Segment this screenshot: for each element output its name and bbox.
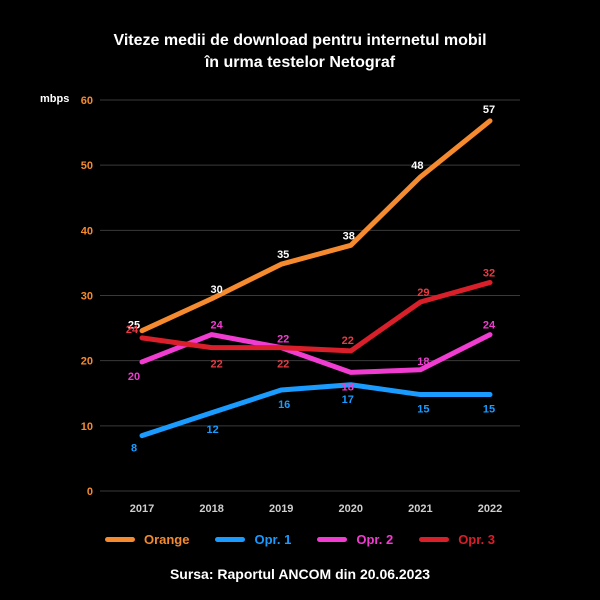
data-label: 38 — [343, 230, 355, 242]
series-line-opr-2 — [139, 332, 493, 375]
data-label: 20 — [128, 371, 140, 383]
data-label: 48 — [411, 160, 423, 172]
data-label: 24 — [210, 320, 223, 332]
legend-item: Opr. 3 — [419, 532, 495, 547]
chart-title-line-1: Viteze medii de download pentru internet… — [113, 32, 487, 49]
data-label: 22 — [277, 359, 289, 371]
x-tick-label: 2019 — [269, 503, 293, 515]
chart-title: Viteze medii de download pentru internet… — [0, 30, 600, 74]
legend-swatch — [317, 537, 348, 542]
y-tick-label: 20 — [81, 356, 93, 368]
y-tick-label: 50 — [81, 160, 93, 172]
data-label: 32 — [483, 267, 495, 279]
data-label: 24 — [483, 320, 496, 332]
data-label: 35 — [277, 249, 289, 261]
data-label: 25 — [128, 320, 140, 332]
y-tick-label: 40 — [81, 225, 93, 237]
y-tick-label: 10 — [81, 421, 93, 433]
y-tick-label: 30 — [81, 291, 93, 303]
x-tick-label: 2018 — [199, 503, 223, 515]
series-line-orange — [139, 118, 493, 334]
x-tick-label: 2022 — [478, 503, 502, 515]
legend-label: Opr. 3 — [458, 532, 496, 547]
legend-swatch — [104, 537, 135, 542]
data-label: 24 — [126, 324, 139, 336]
source-note: Sursa: Raportul ANCOM din 20.06.2023 — [169, 566, 431, 582]
legend-item: Opr. 1 — [215, 532, 291, 547]
chart-legend: Orange Opr. 1 Opr. 2 Opr. 3 — [0, 532, 600, 547]
data-label: 15 — [417, 404, 429, 416]
data-label: 22 — [210, 359, 222, 371]
chart-title-line-2: în urma testelor Netograf — [204, 54, 396, 71]
data-label: 12 — [206, 424, 218, 436]
series-line-opr-1 — [139, 382, 493, 439]
data-label: 8 — [131, 443, 137, 455]
data-label: 15 — [483, 404, 495, 416]
legend-swatch — [215, 537, 246, 542]
legend-label: Opr. 1 — [254, 532, 292, 547]
data-label: 18 — [342, 381, 354, 393]
data-label: 30 — [210, 284, 222, 296]
x-tick-label: 2020 — [339, 503, 363, 515]
legend-label: Orange — [143, 532, 190, 547]
data-label: 22 — [342, 335, 354, 347]
legend-item: Opr. 2 — [317, 532, 393, 547]
y-tick-label: 60 — [81, 95, 93, 107]
legend-label: Opr. 2 — [356, 532, 394, 547]
x-tick-label: 2021 — [408, 503, 432, 515]
data-label: 29 — [417, 287, 429, 299]
x-tick-label: 2017 — [130, 503, 154, 515]
data-label: 17 — [342, 394, 354, 406]
data-label: 22 — [277, 334, 289, 346]
data-label: 18 — [417, 356, 429, 368]
y-tick-label: 0 — [87, 486, 93, 498]
data-label: 57 — [483, 104, 495, 116]
y-axis-label: mbps — [40, 93, 69, 105]
data-label: 16 — [278, 399, 290, 411]
legend-item: Orange — [104, 532, 190, 547]
series-line-opr-3 — [139, 279, 493, 354]
legend-swatch — [419, 537, 450, 542]
